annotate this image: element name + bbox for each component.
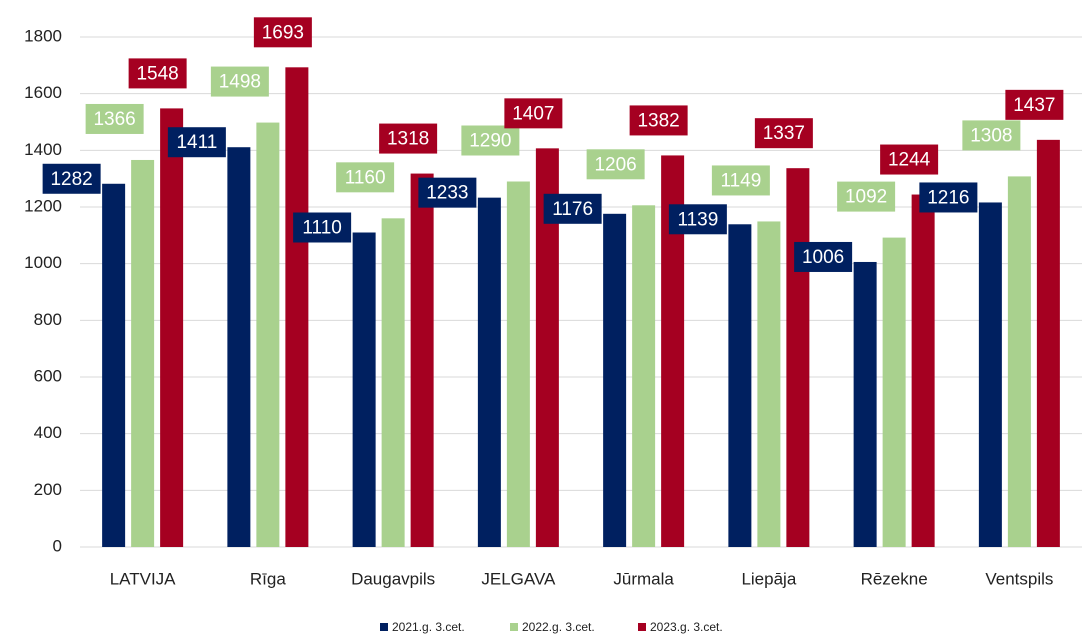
x-tick-label: Rēzekne: [861, 569, 928, 588]
legend-swatch: [510, 623, 518, 631]
data-label: 1092: [845, 187, 887, 208]
data-label-box: [85, 103, 144, 134]
data-label-box: [754, 118, 813, 149]
bar: [352, 232, 376, 547]
x-tick-label: Ventspils: [985, 569, 1053, 588]
data-label: 1216: [927, 187, 969, 208]
bar: [632, 205, 656, 548]
legend-swatch: [380, 623, 388, 631]
data-label: 1110: [302, 218, 341, 239]
data-label: 1411: [176, 132, 217, 153]
data-label-box: [128, 58, 187, 89]
x-tick-label: Daugavpils: [351, 569, 435, 588]
data-label: 1308: [970, 125, 1012, 146]
data-label-box: [293, 212, 352, 243]
data-label-box: [379, 123, 438, 154]
bar: [227, 147, 251, 547]
data-label: 1233: [426, 183, 468, 204]
bar: [882, 237, 906, 547]
bar: [853, 261, 877, 547]
x-tick-label: Liepāja: [741, 569, 796, 588]
bar: [285, 67, 309, 548]
y-tick-label: 800: [34, 310, 62, 329]
data-label-box: [711, 165, 770, 196]
bar: [535, 148, 559, 547]
y-tick-label: 600: [34, 366, 62, 385]
data-label: 1498: [219, 72, 261, 93]
x-tick-label: LATVIJA: [110, 569, 176, 588]
data-label-box: [962, 120, 1021, 151]
legend-label: 2022.g. 3.cet.: [522, 620, 595, 634]
data-label-box: [336, 162, 395, 193]
y-tick-label: 1200: [24, 196, 62, 215]
y-tick-label: 400: [34, 423, 62, 442]
y-tick-label: 1000: [24, 253, 62, 272]
data-label: 1318: [387, 129, 429, 150]
data-label: 1290: [469, 131, 511, 152]
x-tick-label: Jūrmala: [613, 569, 674, 588]
data-label-box: [880, 144, 939, 175]
bar: [728, 224, 752, 548]
data-label: 1337: [763, 123, 805, 144]
data-label: 1160: [345, 167, 386, 188]
bar: [381, 218, 405, 548]
bar: [757, 221, 781, 547]
data-label: 1244: [888, 150, 931, 171]
bar: [256, 122, 280, 548]
y-tick-label: 1800: [24, 26, 62, 45]
bar: [603, 213, 627, 548]
bar: [160, 108, 184, 548]
x-tick-label: Rīga: [250, 569, 286, 588]
bar: [978, 202, 1002, 547]
data-label-box: [253, 17, 312, 48]
bar: [506, 181, 530, 547]
y-tick-label: 200: [34, 480, 62, 499]
y-tick-label: 1600: [24, 83, 62, 102]
bar: [410, 173, 434, 548]
data-label-box: [1005, 89, 1064, 120]
data-label-box: [504, 98, 563, 129]
data-label-box: [543, 193, 602, 224]
data-label-box: [837, 181, 896, 212]
bar: [1036, 139, 1060, 547]
data-label-box: [418, 177, 477, 208]
bar: [102, 183, 126, 547]
data-label-box: [42, 163, 101, 194]
data-label: 1176: [552, 199, 593, 220]
y-tick-label: 1400: [24, 140, 62, 159]
bar: [131, 159, 155, 547]
data-label-box: [167, 127, 226, 158]
data-label: 1149: [720, 170, 761, 191]
data-label: 1282: [50, 169, 92, 190]
data-label-box: [586, 149, 645, 180]
bar: [661, 155, 685, 547]
data-label-box: [629, 105, 688, 136]
y-tick-label: 0: [53, 536, 62, 555]
data-label: 1382: [637, 110, 679, 131]
bar: [1007, 176, 1031, 547]
data-label-box: [794, 241, 853, 272]
legend-swatch: [638, 623, 646, 631]
data-label: 1006: [802, 247, 844, 268]
data-label: 1437: [1013, 95, 1055, 116]
data-label-box: [919, 182, 978, 213]
bar: [786, 168, 810, 547]
bar: [477, 197, 501, 547]
data-label: 1548: [136, 63, 178, 84]
legend-label: 2021.g. 3.cet.: [392, 620, 465, 634]
data-label: 1139: [677, 209, 718, 230]
data-label-box: [668, 204, 727, 235]
data-label-box: [210, 66, 269, 97]
data-label-box: [461, 125, 520, 156]
bar: [911, 194, 935, 548]
data-label: 1693: [262, 22, 304, 43]
legend-label: 2023.g. 3.cet.: [650, 620, 723, 634]
data-label: 1366: [93, 109, 135, 130]
data-label: 1407: [512, 103, 554, 124]
x-tick-label: JELGAVA: [481, 569, 556, 588]
data-label: 1206: [594, 154, 636, 175]
